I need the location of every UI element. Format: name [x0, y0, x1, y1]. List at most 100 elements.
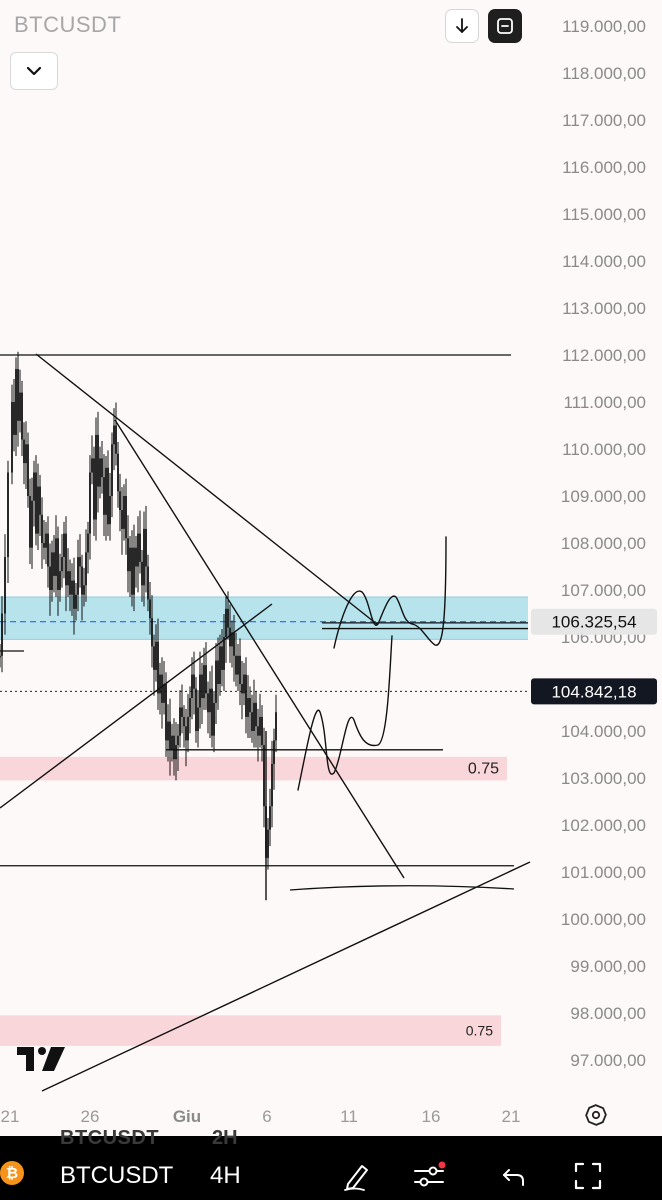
candle-body [191, 674, 193, 699]
candle-body [41, 514, 43, 543]
y-tick-label: 97.000,00 [570, 1051, 646, 1070]
candle-body [13, 402, 15, 435]
candle-body [87, 533, 89, 553]
candle-body [255, 702, 257, 727]
candle-body [49, 566, 51, 590]
candle-body [245, 674, 247, 717]
logo-part [17, 1047, 34, 1071]
candle-body [161, 674, 163, 703]
candle-body [243, 674, 245, 694]
candle-body [165, 684, 167, 741]
candle-body [123, 496, 125, 529]
tradingview-logo [17, 1047, 65, 1071]
candle-body [221, 646, 223, 670]
candle-body [117, 453, 119, 492]
candle-body [209, 688, 211, 713]
expand-icon [574, 1162, 602, 1190]
candle-body [93, 458, 95, 520]
x-tick-label: Giu [173, 1107, 201, 1126]
drawing-tools-button[interactable] [337, 1156, 377, 1196]
pencil-icon [344, 1165, 368, 1191]
candle-body [97, 434, 99, 487]
candle-body [213, 702, 215, 736]
candle-body [91, 458, 93, 473]
candle-body [217, 660, 219, 684]
y-tick-label: 118.000,00 [562, 64, 646, 83]
candle-body [21, 392, 23, 440]
candle-body [111, 444, 113, 496]
x-tick-label: 26 [81, 1107, 100, 1126]
y-tick-label: 110.000,00 [562, 440, 646, 459]
download-button[interactable] [445, 9, 479, 43]
candle-body [269, 806, 271, 830]
candle-body [229, 627, 231, 647]
candle-body [237, 655, 239, 675]
candle-body [263, 745, 265, 807]
candle-body [69, 571, 71, 595]
candle-body [157, 641, 159, 694]
y-tick-label: 111.000,00 [563, 393, 646, 412]
price-tag [531, 678, 657, 705]
timeframe-selector[interactable]: 4H [210, 1162, 241, 1189]
candle-body [235, 655, 237, 675]
collapse-legend-button[interactable] [10, 52, 58, 90]
candle-body [53, 552, 55, 576]
candle-body [39, 486, 41, 515]
undo-button[interactable] [494, 1156, 534, 1196]
candle-body [99, 458, 101, 487]
candle-body [155, 641, 157, 670]
candle-body [73, 580, 75, 609]
y-tick-label: 112.000,00 [562, 346, 646, 365]
drawn-projection [297, 635, 393, 791]
candle-body [225, 608, 227, 637]
y-tick-label: 116.000,00 [562, 158, 646, 177]
candle-body [169, 721, 171, 750]
candle-body [251, 712, 253, 731]
candle-body [19, 392, 21, 421]
gear-outline [585, 1104, 607, 1126]
candle-body [227, 608, 229, 628]
candle-body [187, 716, 189, 741]
candle-body [171, 735, 173, 750]
candle-body [163, 684, 165, 703]
candle-body [37, 486, 39, 534]
candle-body [247, 698, 249, 717]
symbol-selector[interactable]: BTCUSDT [60, 1162, 174, 1189]
fullscreen-button[interactable] [488, 9, 522, 43]
candle-body [223, 637, 225, 670]
candle-body [133, 547, 135, 595]
candle-body [205, 665, 207, 694]
candle-body [219, 646, 221, 684]
y-tick-label: 107.000,00 [561, 581, 646, 600]
candle-body [261, 716, 263, 746]
candle-body [273, 740, 275, 764]
candle-body [181, 707, 183, 717]
candle-body [207, 693, 209, 713]
candle-body [197, 707, 199, 731]
zone-fib [0, 756, 507, 781]
candle-body [241, 684, 243, 694]
candle-body [127, 538, 129, 572]
candle-body [83, 585, 85, 595]
candle-body [233, 632, 235, 656]
candle-body [113, 425, 115, 445]
candle-body [175, 745, 177, 760]
ghost-timeframe: 2H [212, 1127, 238, 1149]
candle-body [109, 496, 111, 525]
candle-body [89, 472, 91, 534]
candle-body [203, 665, 205, 699]
x-tick-label: 11 [340, 1107, 358, 1126]
y-tick-label: 114.000,00 [562, 252, 646, 271]
undo-icon [503, 1169, 524, 1186]
candle-body [4, 557, 6, 614]
price-tag-label: 104.842,18 [551, 682, 636, 701]
candle-body [153, 646, 155, 670]
candle-body [199, 674, 201, 708]
candle-body [159, 674, 161, 694]
indicators-button[interactable] [409, 1156, 449, 1196]
candle-body [79, 557, 81, 567]
ghost-symbol: BTCUSDT [60, 1127, 160, 1149]
fullscreen-toggle-button[interactable] [568, 1156, 608, 1196]
